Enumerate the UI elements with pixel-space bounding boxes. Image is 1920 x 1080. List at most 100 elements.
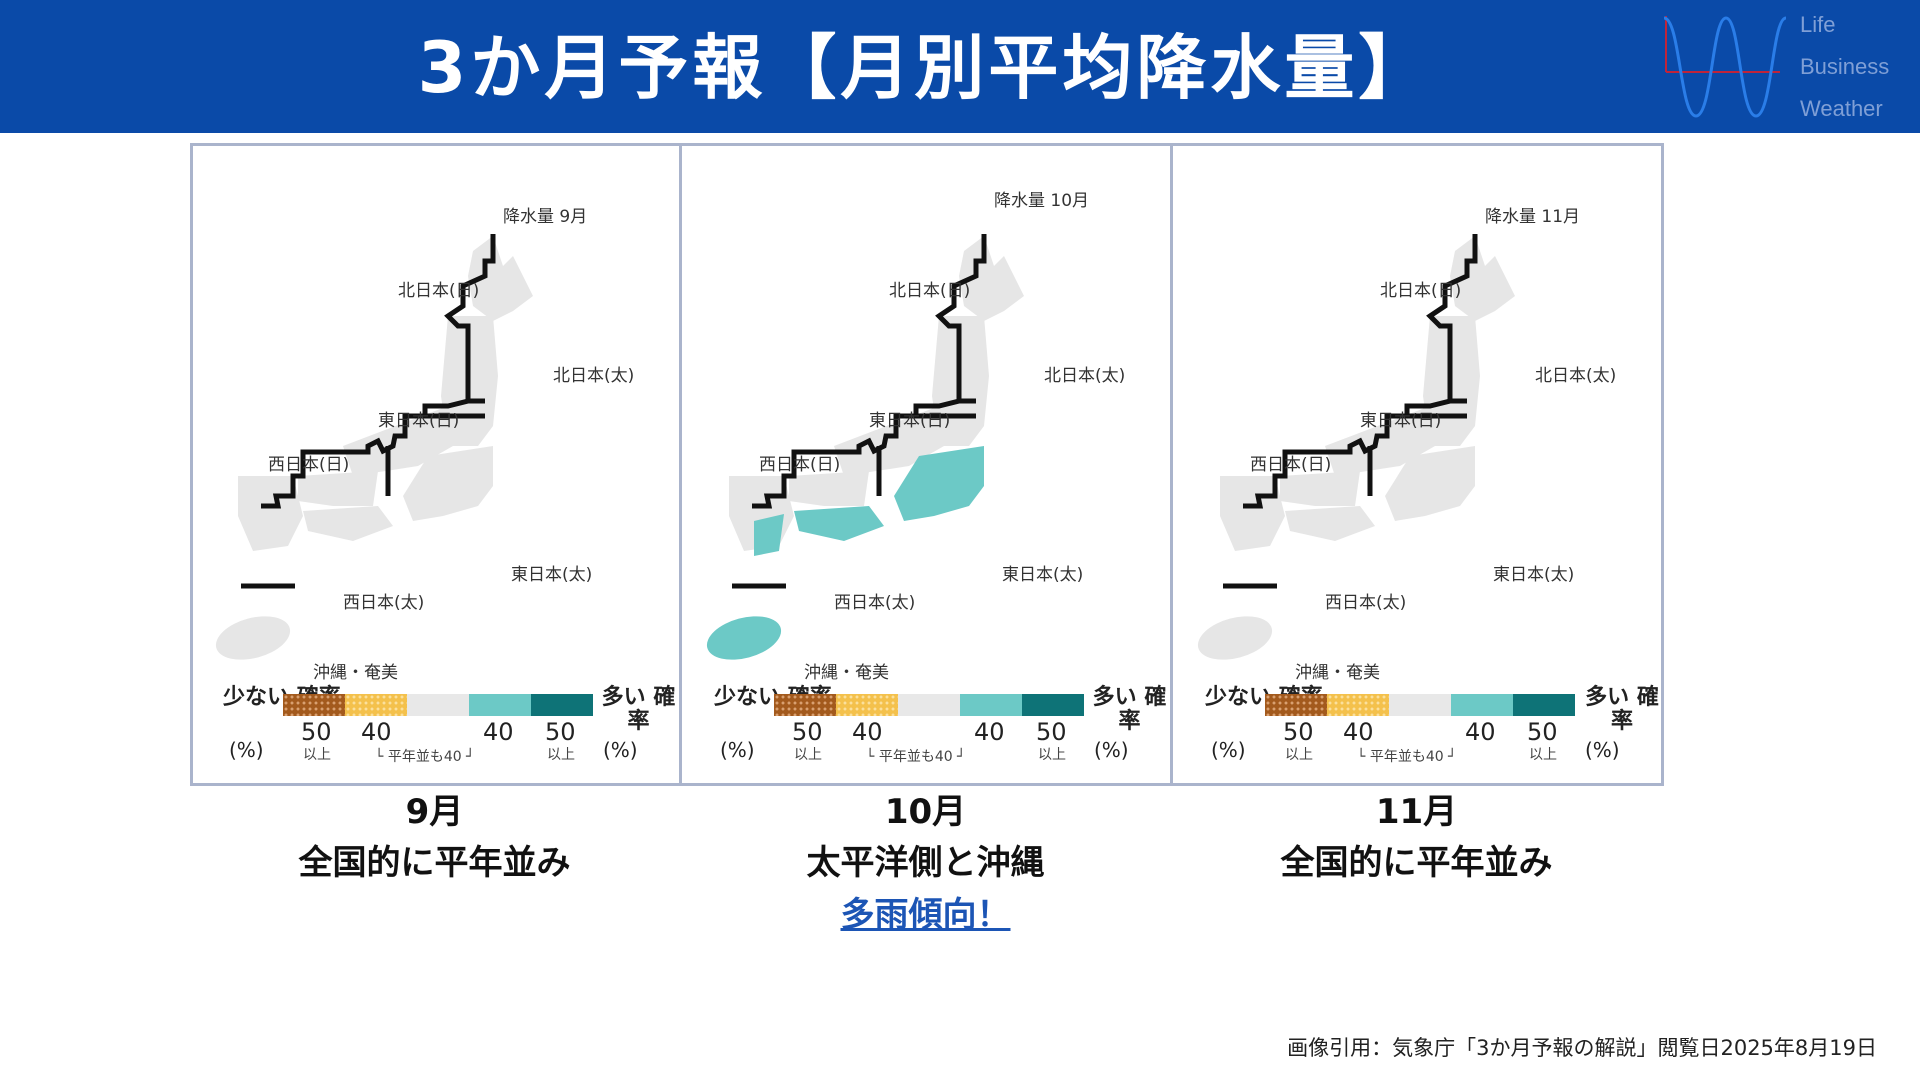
caption-october: 10月 太平洋側と沖縄 多雨傾向！ [681,787,1170,941]
map-title: 降水量 11月 [1485,207,1581,227]
legend-seg-normal [898,694,960,716]
legend-wet-50: 50 [1036,718,1067,746]
legend-dry-40: 40 [1343,718,1374,746]
north-boundary-line [465,326,485,404]
okinawa-shape [215,616,291,660]
maps-frame: 降水量 9月北日本(日) 北日本(太) 東日本(日) 西日本(日) 東日本(太) 西日本(… [190,143,1664,786]
legend-wet-40: 40 [974,718,1005,746]
legend-dry-50: 50 [792,718,823,746]
legend-wet-label: 多い 確率 [1092,685,1167,734]
west-pacific-shape [1285,506,1375,541]
chugoku-shape [789,471,869,506]
region-label-north-sea: 北日本(日) [398,281,480,301]
east-pacific-shape [403,446,493,521]
caption-month: 11月 [1375,792,1458,832]
legend-wet-50: 50 [545,718,576,746]
page-title: 3か月予報【月別平均降水量】 [417,27,1433,109]
west-pacific-shape [794,506,884,541]
region-label-north-pacific: 北日本(太) [1535,366,1617,386]
logo-word-weather: Weather [1800,96,1883,121]
legend-seg-wet40 [469,694,531,716]
legend-dry-50: 50 [1283,718,1314,746]
legend-dry-50: 50 [301,718,332,746]
legend-dry-above: 以上 [303,747,331,763]
legend-seg-normal [407,694,469,716]
legend-seg-wet40 [1451,694,1513,716]
hokkaido-shape [468,236,533,321]
hokkaido-shape [1450,236,1515,321]
legend-seg-dry40 [345,694,407,716]
caption-november: 11月 全国的に平年並み [1172,787,1661,889]
chubu-sea-shape [1325,406,1435,476]
east-pacific-shape [894,446,984,521]
region-label-okinawa: 沖縄・奄美 [1295,663,1380,683]
region-label-east-pacific: 東日本(太) [511,565,593,585]
region-boundary-line [752,234,987,509]
region-label-east-pacific: 東日本(太) [1002,565,1084,585]
probability-legend-bar [1265,694,1575,716]
legend-wet-above: 以上 [547,747,575,763]
japan-map [706,234,1024,660]
map-panel: 降水量 10月北日本(日) 北日本(太) 東日本(日) 西日本(日) 東日本(太) 西日本… [684,146,1173,783]
region-label-north-sea: 北日本(日) [889,281,971,301]
legend-dry-40: 40 [361,718,392,746]
region-label-east-sea: 東日本(日) [869,411,951,431]
legend-wet-label: 多い 確率 [1585,685,1659,734]
caption-month: 9月 [405,792,464,832]
legend-wet-pct: (%) [1094,738,1129,762]
north-boundary-line [956,326,976,404]
legend-dry-40: 40 [852,718,883,746]
legend-seg-normal [1389,694,1451,716]
logo-word-life: Life [1800,12,1836,37]
caption-month: 10月 [884,792,967,832]
legend-dry-pct: (%) [229,738,264,762]
region-label-west-sea: 西日本(日) [759,455,841,475]
legend-wet-above: 以上 [1038,747,1066,763]
region-label-west-sea: 西日本(日) [1250,455,1332,475]
region-label-okinawa: 沖縄・奄美 [804,663,889,683]
kyushu-pacific-shape [754,514,784,556]
hokkaido-shape [959,236,1024,321]
region-label-west-pacific: 西日本(太) [834,593,916,613]
region-label-east-pacific: 東日本(太) [1493,565,1575,585]
legend-seg-wet50 [531,694,593,716]
region-label-west-pacific: 西日本(太) [343,593,425,613]
legend-wet-50: 50 [1527,718,1558,746]
legend-normal-note: └ 平年並も40 ┘ [1357,749,1457,765]
chubu-sea-shape [343,406,453,476]
caption-desc: 全国的に平年並み [298,843,571,883]
map-title: 降水量 9月 [503,207,588,227]
legend-seg-dry50 [774,694,836,716]
west-pacific-shape [303,506,393,541]
legend-seg-dry50 [1265,694,1327,716]
legend-seg-dry40 [1327,694,1389,716]
region-label-west-sea: 西日本(日) [268,455,350,475]
probability-legend-bar [283,694,593,716]
japan-map [1197,234,1515,660]
caption-emphasis: 多雨傾向！ [840,895,1011,935]
map-panel: 降水量 11月 北日本(日) 北日本(太) 東日本(日) 西日本(日) 東日本(太) 西日本… [1175,146,1664,783]
legend-seg-dry40 [836,694,898,716]
legend-wet-40: 40 [483,718,514,746]
chugoku-shape [1280,471,1360,506]
legend-seg-wet50 [1022,694,1084,716]
legend-seg-wet40 [960,694,1022,716]
legend-seg-dry50 [283,694,345,716]
chubu-sea-shape [834,406,944,476]
logo-word-business: Business [1800,54,1890,79]
region-boundary-line [261,234,496,509]
region-boundary-line [1243,234,1478,509]
lbw-logo: Life Business Weather [1660,12,1910,124]
legend-dry-above: 以上 [794,747,822,763]
okinawa-shape [1197,616,1273,660]
legend-wet-pct: (%) [1585,738,1620,762]
region-label-north-pacific: 北日本(太) [1044,366,1126,386]
wave-logo-icon [1663,16,1787,118]
map-title: 降水量 10月 [994,191,1090,211]
probability-legend-bar [774,694,1084,716]
region-label-north-sea: 北日本(日) [1380,281,1462,301]
east-pacific-shape [1385,446,1475,521]
legend-wet-label: 多い 確率 [601,685,676,734]
legend-dry-above: 以上 [1285,747,1313,763]
region-label-east-sea: 東日本(日) [378,411,460,431]
